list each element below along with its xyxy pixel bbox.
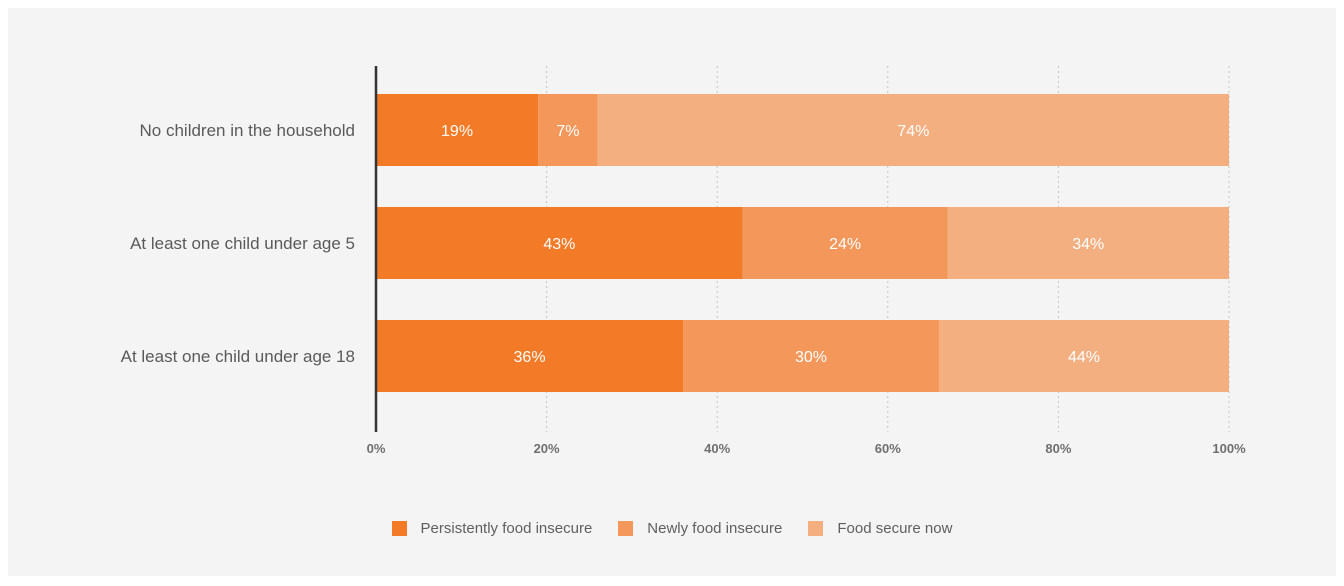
legend-item-1: Persistently food insecure [391, 519, 593, 537]
bar-segment-row3-series1 [376, 320, 684, 392]
legend-item-2: Newly food insecure [618, 520, 782, 537]
x-tick-label-60pct: 60% [875, 441, 901, 456]
bar-segment-row2-series3 [947, 207, 1229, 279]
data-label-row1-series2: 7% [556, 123, 579, 140]
x-tick-label-100pct: 100% [1212, 441, 1246, 456]
legend: Persistently food insecure Newly food ins… [0, 515, 1344, 541]
bars: 19% 7% 74% 43% 24% 34% 36% 30% 44% [376, 94, 1229, 392]
bar-segment-row3-series2 [683, 320, 939, 392]
data-label-row3-series1: 36% [514, 349, 546, 366]
x-tick-label-40pct: 40% [704, 441, 730, 456]
x-tick-label-0pct: 0% [367, 441, 386, 456]
bar-segment-row1-series2 [538, 94, 598, 166]
data-label-row3-series3: 44% [1068, 349, 1100, 366]
x-tick-label-80pct: 80% [1045, 441, 1071, 456]
category-label-1: No children in the household [140, 121, 355, 140]
bar-segment-row1-series3 [597, 94, 1229, 166]
category-label-3: At least one child under age 18 [121, 347, 355, 366]
data-label-row2-series1: 43% [543, 236, 575, 253]
legend-swatch-2 [618, 520, 634, 536]
bar-segment-row2-series1 [376, 207, 743, 279]
legend-label-3: Food secure now [837, 519, 953, 537]
x-tick-label-20pct: 20% [534, 441, 560, 456]
data-label-row3-series2: 30% [795, 349, 827, 366]
legend-item-3: Food secure now [808, 520, 952, 537]
category-labels: No children in the household At least one… [121, 121, 355, 366]
bar-segment-row2-series2 [742, 207, 948, 279]
data-label-row1-series3: 74% [897, 123, 929, 140]
legend-label-2: Newly food insecure [647, 519, 783, 537]
data-label-row1-series1: 19% [441, 123, 473, 140]
legend-swatch-3 [808, 520, 824, 536]
data-label-row2-series2: 24% [829, 236, 861, 253]
bar-segment-row3-series3 [938, 320, 1229, 392]
data-label-row2-series3: 34% [1072, 236, 1104, 253]
x-tick-labels: 0% 20% 40% 60% 80% 100% [367, 441, 1246, 456]
legend-swatch-1 [391, 520, 407, 536]
bar-segment-row1-series1 [376, 94, 539, 166]
legend-label-1: Persistently food insecure [420, 519, 593, 537]
category-label-2: At least one child under age 5 [130, 234, 355, 253]
